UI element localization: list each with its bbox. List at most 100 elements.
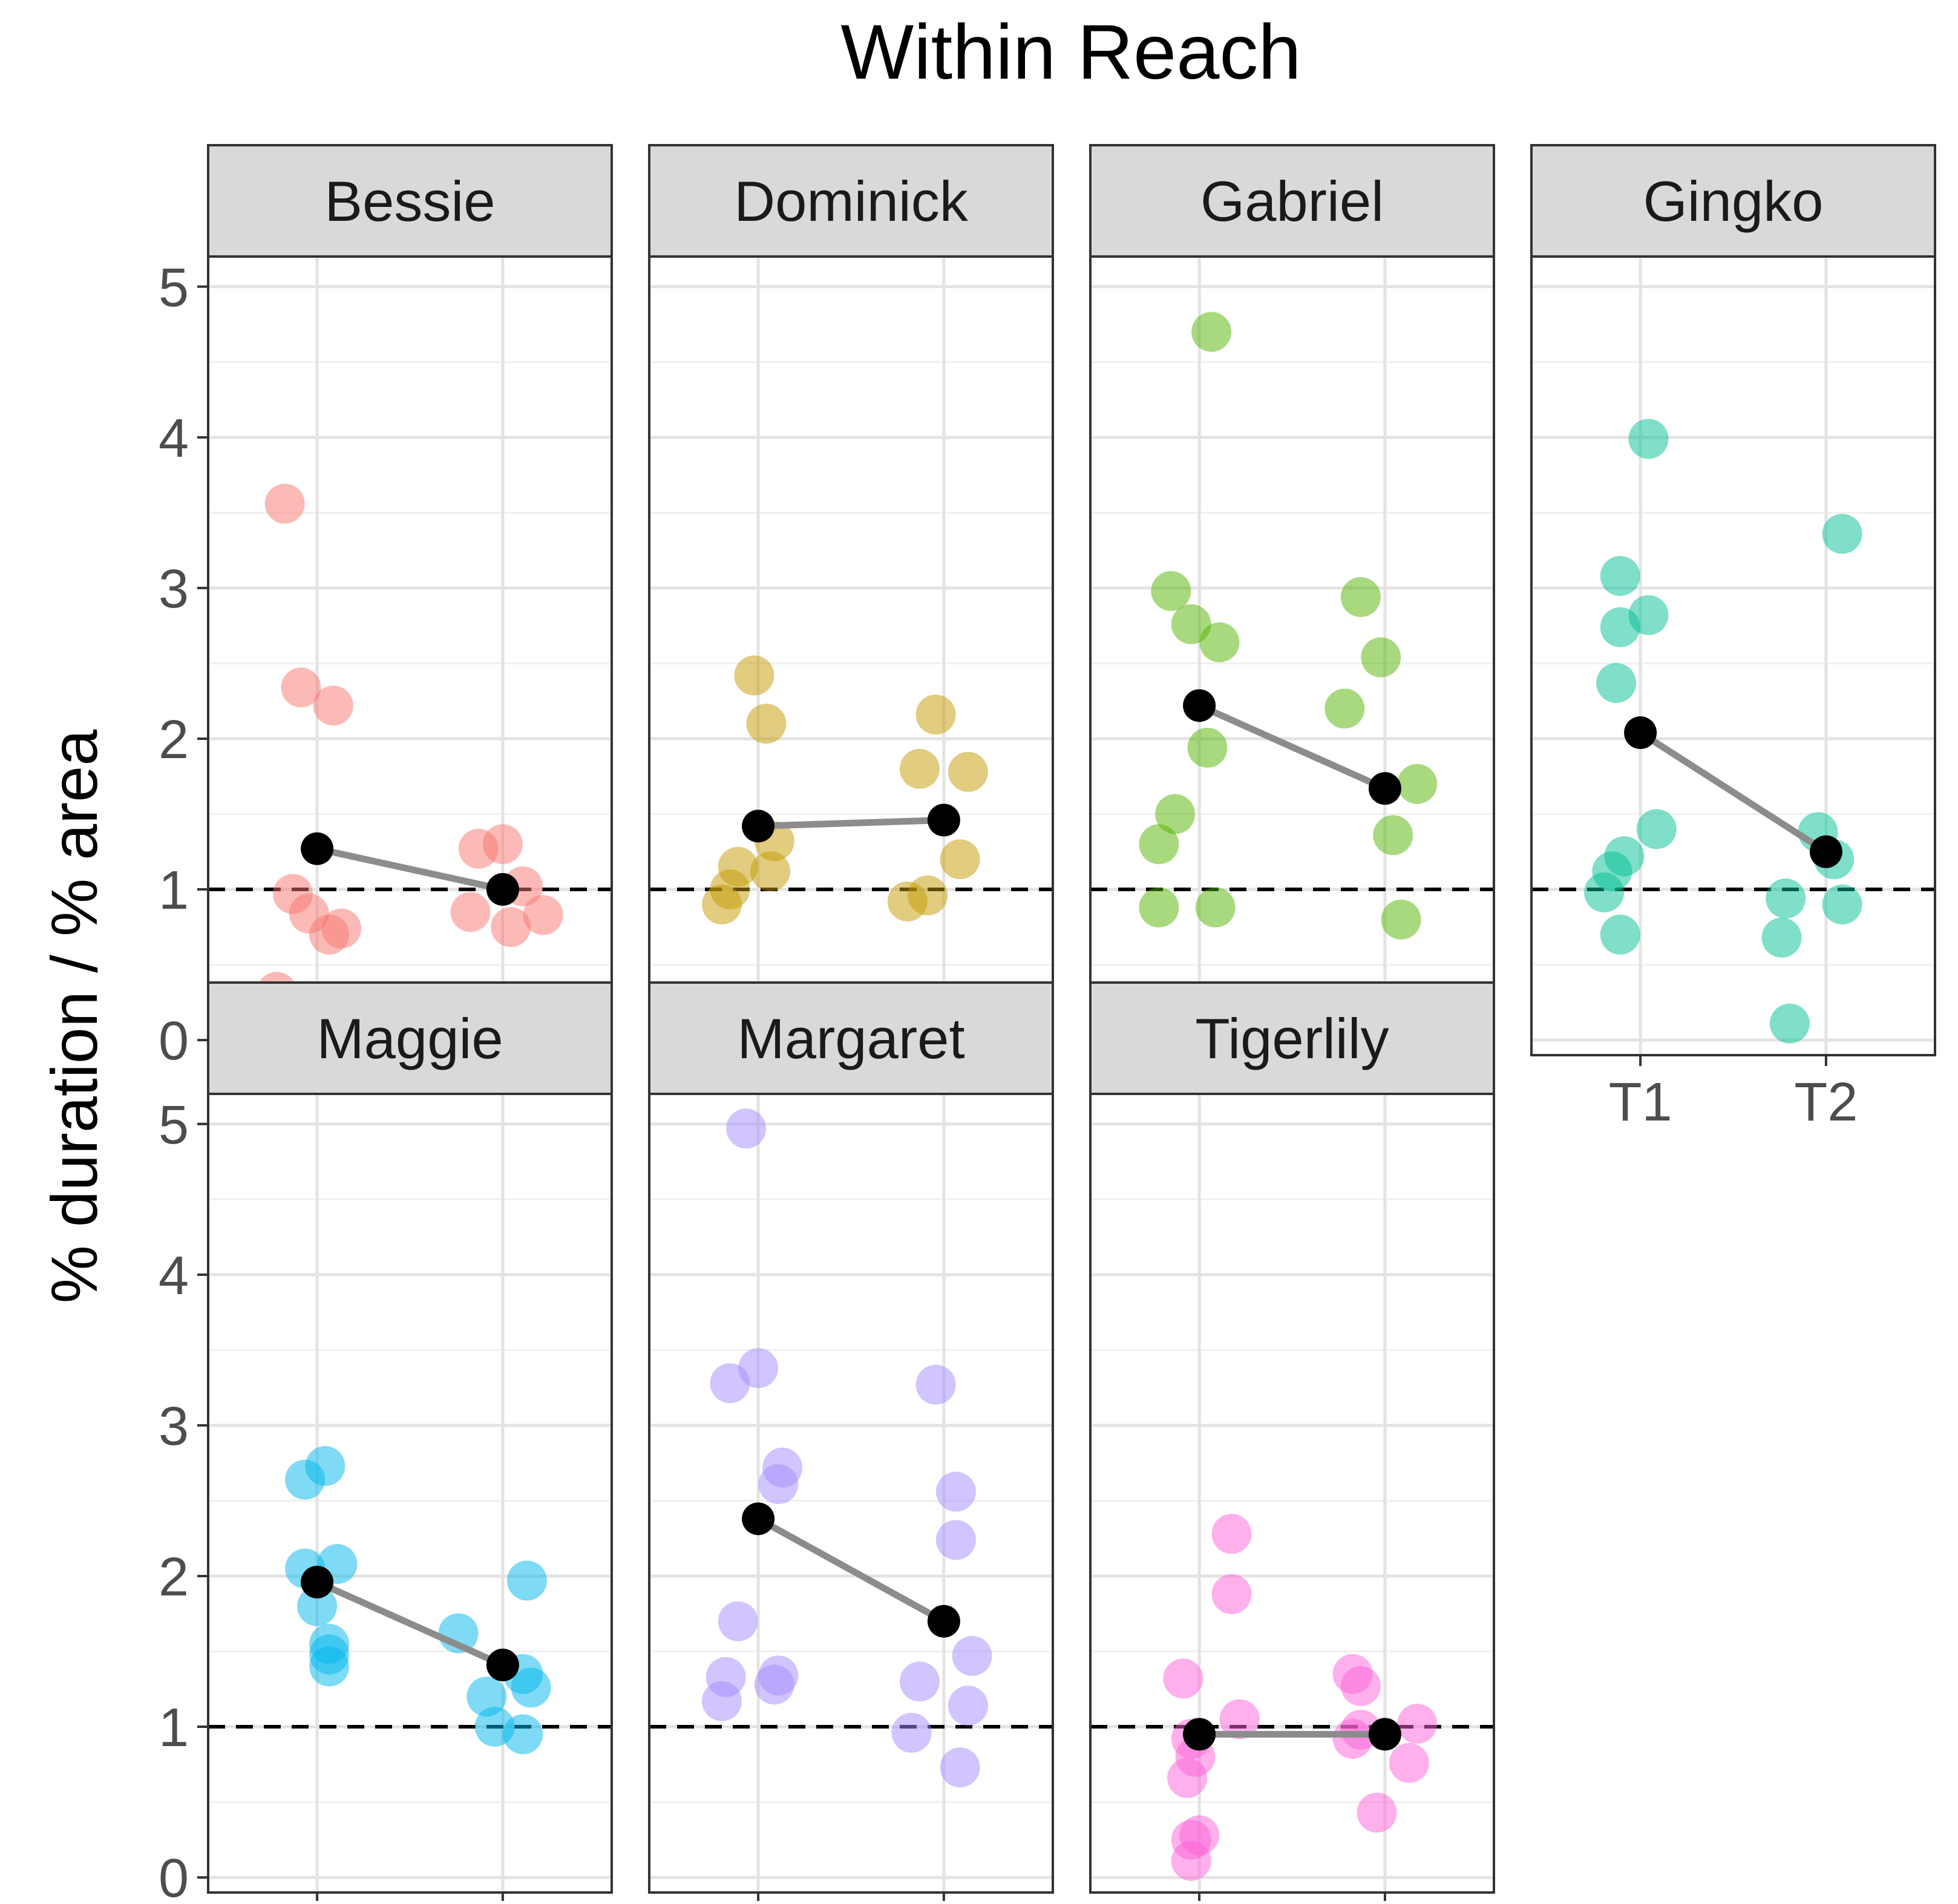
data-point — [710, 1363, 750, 1404]
y-tick-label: 5 — [159, 1095, 189, 1156]
data-point — [915, 695, 956, 735]
data-point — [734, 655, 774, 696]
mean-point — [301, 1565, 334, 1598]
mean-point — [1183, 689, 1216, 722]
facet-panel-gingko: Gingko T1 T2 — [1530, 144, 1936, 1133]
y-tick-label: 3 — [159, 559, 189, 620]
data-point — [1628, 595, 1669, 635]
data-point — [1822, 884, 1862, 924]
data-point — [1219, 1699, 1260, 1739]
y-tick-label: 4 — [159, 1246, 189, 1306]
strip-background — [1089, 981, 1495, 1095]
strip-label: Gingko — [1643, 169, 1824, 233]
data-point — [1389, 1742, 1429, 1783]
y-tick-label: 0 — [159, 1011, 189, 1071]
data-point — [1163, 1658, 1203, 1699]
facet-panel-margaret: MargaretT1T2 — [648, 981, 1054, 1903]
facet-panel-dominick: Dominick — [648, 144, 1054, 1056]
facet-panels: Bessie 0 1 2 3 4 5 Dominick Gabriel Gingko T1 T2 Mag… — [159, 144, 1936, 1904]
data-point — [702, 1681, 742, 1721]
data-point — [887, 881, 928, 921]
y-tick-label: 0 — [159, 1848, 189, 1901]
mean-point — [742, 810, 775, 843]
data-point — [1191, 312, 1232, 352]
panel-background — [1090, 1094, 1494, 1893]
data-point — [952, 1635, 992, 1676]
data-point — [935, 1471, 976, 1512]
data-point — [899, 1661, 940, 1702]
data-point — [1167, 1758, 1208, 1798]
strip-label: Maggie — [316, 1007, 503, 1070]
strip-background — [648, 144, 1054, 258]
data-point — [1155, 794, 1196, 834]
panel-background — [208, 1094, 612, 1893]
panel-background — [1531, 257, 1935, 1055]
strip-background — [207, 144, 613, 258]
mean-line — [755, 1515, 948, 1625]
y-tick-label: 3 — [159, 1396, 189, 1457]
data-point — [503, 1714, 543, 1755]
strip-label: Tigerlily — [1195, 1007, 1389, 1070]
data-point — [891, 1713, 932, 1753]
strip-label: Margaret — [737, 1007, 964, 1070]
mean-line — [1637, 729, 1830, 855]
data-point — [511, 1667, 551, 1708]
mean-point — [1368, 772, 1401, 805]
data-point — [1199, 622, 1240, 662]
panel-background — [649, 1094, 1053, 1893]
mean-point — [486, 1648, 519, 1681]
strip-label: Bessie — [324, 169, 495, 233]
data-point — [297, 1586, 338, 1626]
mean-line — [1196, 702, 1389, 792]
data-point — [726, 1108, 767, 1149]
y-axis-title: % duration / % area — [38, 729, 111, 1303]
data-point — [1211, 1574, 1252, 1614]
mean-point — [927, 803, 960, 837]
data-point — [758, 1464, 799, 1505]
data-point — [450, 892, 491, 932]
y-tick-label: 4 — [159, 408, 189, 469]
mean-line — [313, 1578, 506, 1669]
data-point — [1600, 556, 1640, 596]
data-point — [309, 1646, 350, 1687]
data-point — [899, 748, 940, 789]
facet-panel-maggie: Maggie012345T1T2 — [159, 981, 613, 1904]
data-point — [746, 704, 787, 744]
data-point — [1171, 604, 1211, 644]
mean-line — [755, 816, 948, 829]
chart-title: Within Reach — [840, 9, 1301, 96]
data-point — [1584, 872, 1625, 913]
panel-background — [649, 257, 1053, 1055]
data-point — [1766, 878, 1806, 918]
data-point — [1636, 809, 1677, 849]
facet-panel-bessie: Bessie 0 1 2 3 4 5 — [159, 144, 613, 1071]
data-point — [1628, 419, 1669, 459]
data-point — [702, 884, 742, 924]
data-point — [313, 685, 353, 726]
mean-point — [742, 1502, 775, 1536]
data-point — [285, 1459, 326, 1500]
data-point — [1761, 917, 1802, 958]
x-tick-label: T2 — [1794, 1072, 1858, 1133]
data-point — [1822, 514, 1862, 554]
data-point — [948, 751, 988, 792]
data-point — [264, 483, 305, 524]
y-tick-label: 5 — [159, 258, 189, 318]
mean-line — [313, 845, 506, 893]
data-point — [1151, 571, 1191, 611]
data-point — [1187, 727, 1228, 768]
panel-border — [1089, 1093, 1495, 1894]
data-point — [1324, 689, 1365, 729]
data-point — [1211, 1514, 1252, 1554]
data-point — [1340, 1666, 1381, 1706]
data-point — [1332, 1718, 1373, 1759]
data-point — [281, 667, 321, 708]
y-tick-label: 2 — [159, 1547, 189, 1608]
strip-label: Gabriel — [1200, 169, 1384, 233]
data-point — [1361, 637, 1401, 678]
data-point — [1769, 1003, 1810, 1044]
strip-background — [648, 981, 1054, 1095]
mean-point — [301, 832, 334, 865]
strip-label: Dominick — [734, 169, 969, 233]
